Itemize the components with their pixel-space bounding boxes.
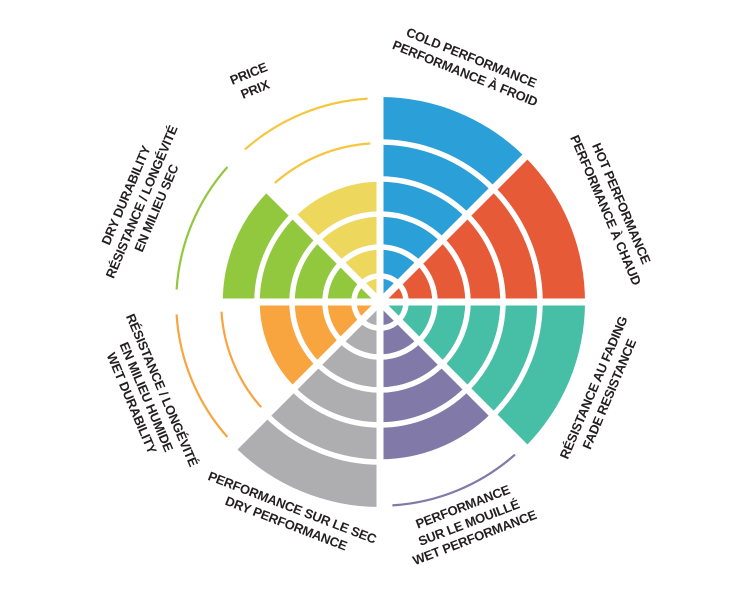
sector-fill-wet-durability bbox=[257, 302, 380, 389]
sector-divider bbox=[221, 299, 383, 461]
sector-fill-price bbox=[293, 179, 380, 302]
unfilled-ring-arc-wet-durability bbox=[175, 314, 229, 438]
sector-divider bbox=[377, 299, 539, 461]
unfilled-ring-arc-dry-durability bbox=[175, 166, 229, 290]
unfilled-ring-arc-price bbox=[274, 142, 371, 184]
unfilled-ring-arc-wet-durability bbox=[220, 311, 262, 408]
unfilled-ring-arc-price bbox=[244, 97, 368, 151]
sector-divider bbox=[221, 143, 383, 305]
sector-divider bbox=[377, 143, 539, 305]
unfilled-ring-arc-wet-performance bbox=[392, 453, 516, 507]
